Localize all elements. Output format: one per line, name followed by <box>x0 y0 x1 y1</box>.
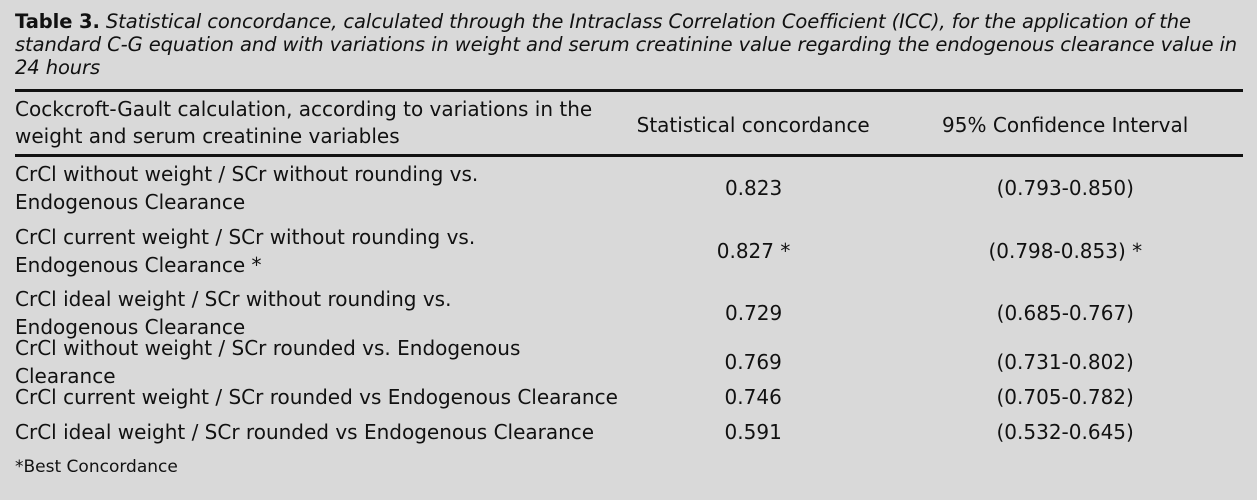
header-confidence-interval: 95% Confidence Interval <box>942 112 1189 137</box>
table-footnote: *Best Concordance <box>15 456 178 477</box>
cell-confidence-interval: (0.685-0.767) <box>996 301 1134 326</box>
cell-confidence-interval: (0.798-0.853) * <box>988 238 1143 263</box>
cell-confidence-interval: (0.705-0.782) <box>996 385 1134 409</box>
cell-confidence-interval: (0.532-0.645) <box>996 420 1134 444</box>
header-calculation: Cockcroft-Gault calculation, according t… <box>15 97 593 148</box>
cell-confidence-interval: (0.793-0.850) <box>996 176 1134 201</box>
cell-concordance: 0.827 * <box>716 238 791 263</box>
cell-calculation: CrCl ideal weight / SCr without rounding… <box>15 287 452 340</box>
table-caption-text: Statistical concordance, calculated thro… <box>15 10 1238 79</box>
cell-concordance: 0.823 <box>724 176 783 201</box>
table-row: CrCl without weight / SCr rounded vs. En… <box>15 336 1243 388</box>
cell-calculation: CrCl without weight / SCr without roundi… <box>15 162 479 215</box>
cell-confidence-interval: (0.731-0.802) <box>996 350 1134 374</box>
table-row: CrCl without weight / SCr without roundi… <box>15 157 1243 220</box>
cell-concordance: 0.746 <box>724 385 782 409</box>
table-row: CrCl ideal weight / SCr rounded vs Endog… <box>15 415 1243 450</box>
cell-concordance: 0.591 <box>724 420 782 444</box>
table-label: Table 3. <box>15 10 100 33</box>
header-concordance: Statistical concordance <box>636 112 870 137</box>
header-rule <box>15 154 1243 157</box>
table-row: CrCl ideal weight / SCr without rounding… <box>15 282 1243 345</box>
table-caption: Table 3. Statistical concordance, calcul… <box>15 10 1243 79</box>
table-row: CrCl current weight / SCr without roundi… <box>15 220 1243 283</box>
cell-calculation: CrCl ideal weight / SCr rounded vs Endog… <box>15 420 595 444</box>
cell-concordance: 0.729 <box>725 301 783 326</box>
table-row: CrCl current weight / SCr rounded vs End… <box>15 380 1243 415</box>
cell-calculation: CrCl without weight / SCr rounded vs. En… <box>15 336 521 388</box>
cell-calculation: CrCl current weight / SCr without roundi… <box>15 224 476 277</box>
table-header-row: Cockcroft-Gault calculation, according t… <box>15 92 1243 154</box>
top-rule <box>15 89 1243 92</box>
cell-calculation: CrCl current weight / SCr rounded vs End… <box>15 385 618 409</box>
cell-concordance: 0.769 <box>724 350 782 374</box>
